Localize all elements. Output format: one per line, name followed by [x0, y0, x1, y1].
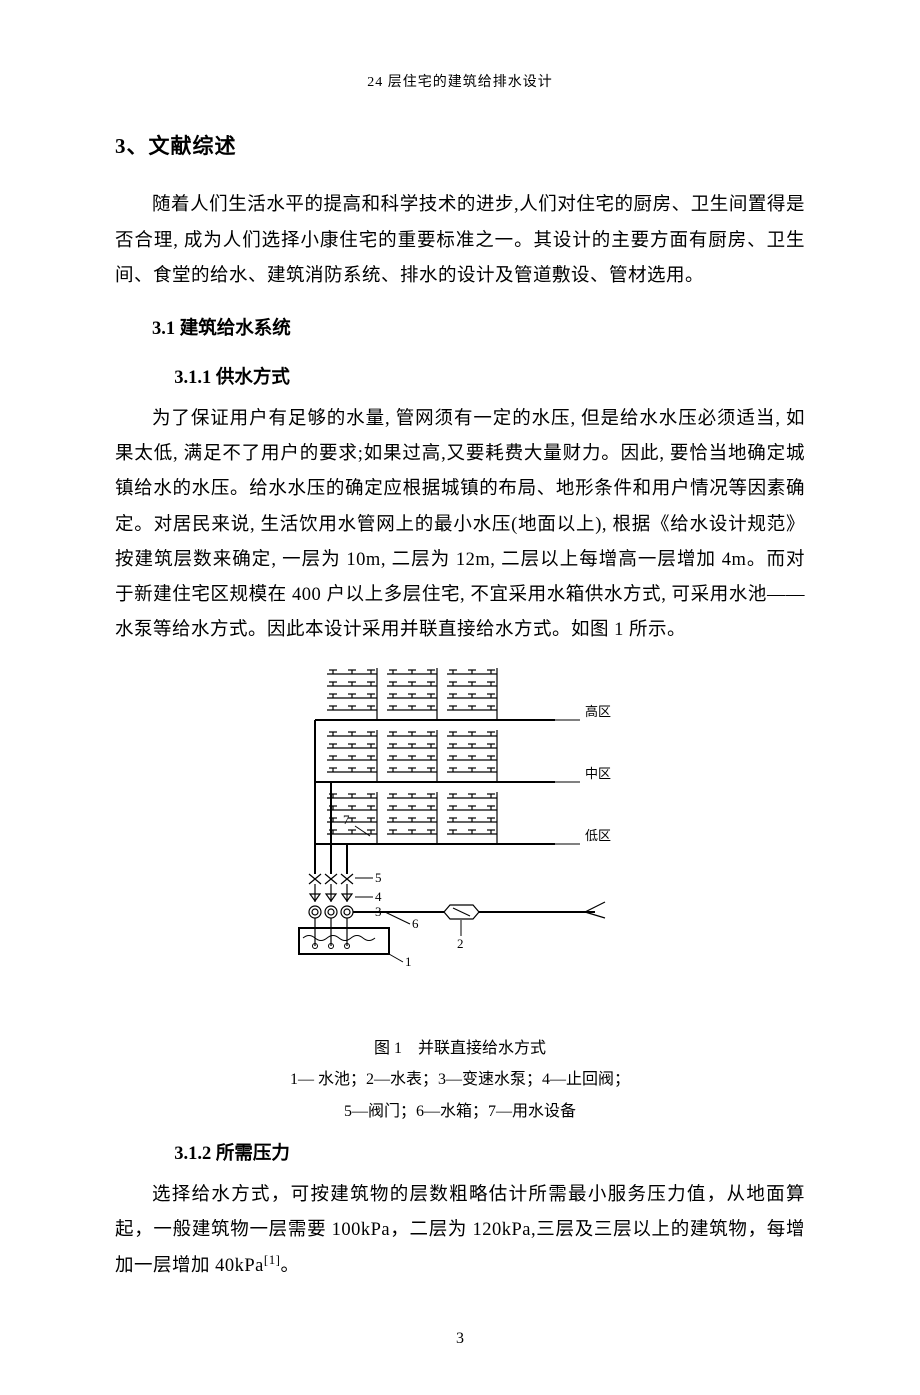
svg-text:2: 2	[457, 936, 464, 951]
figure-1-diagram: 高区中区低区7543621	[285, 666, 635, 1031]
heading-3-1-title: 建筑给水系统	[180, 319, 291, 339]
paragraph-3-1-2-body: 选择给水方式，可按建筑物的层数粗略估计所需最小服务压力值，从地面算起，一般建筑物…	[115, 1178, 805, 1285]
svg-text:1: 1	[405, 954, 412, 969]
svg-text:7: 7	[343, 812, 350, 827]
section-number: 3、	[115, 134, 149, 158]
figure-1-caption-title: 图 1 并联直接给水方式	[115, 1035, 805, 1062]
section-3-intro-paragraph: 随着人们生活水平的提高和科学技术的进步,人们对住宅的厨房、卫生间置得是否合理, …	[115, 188, 805, 293]
running-header: 24 层住宅的建筑给排水设计	[115, 70, 805, 97]
heading-3-1-2: 3.1.2 所需压力	[115, 1137, 805, 1172]
paragraph-3-1-1-body: 为了保证用户有足够的水量, 管网须有一定的水压, 但是给水水压必须适当, 如果太…	[115, 402, 805, 648]
figure-1-caption-line1: 1— 水池；2—水表；3—变速水泵；4—止回阀；	[115, 1066, 805, 1093]
heading-3-1-1-title: 供水方式	[216, 368, 290, 388]
heading-3-1: 3.1 建筑给水系统	[115, 312, 805, 347]
heading-3-1-number: 3.1	[152, 319, 175, 339]
heading-3-1-1-number: 3.1.1	[174, 368, 211, 388]
svg-text:中区: 中区	[585, 766, 611, 781]
figure-1-caption-line2: 5—阀门；6—水箱；7—用水设备	[115, 1098, 805, 1125]
heading-3-1-2-title: 所需压力	[216, 1144, 290, 1164]
section-3-heading: 3、文献综述	[115, 127, 805, 167]
svg-text:4: 4	[375, 889, 382, 904]
figure-1: 高区中区低区7543621 图 1 并联直接给水方式 1— 水池；2—水表；3—…	[115, 666, 805, 1125]
section-title: 文献综述	[149, 134, 237, 158]
page-number: 3	[115, 1324, 805, 1354]
svg-text:高区: 高区	[585, 704, 611, 719]
svg-text:低区: 低区	[585, 828, 611, 843]
heading-3-1-2-number: 3.1.2	[174, 1144, 211, 1164]
svg-text:6: 6	[412, 916, 419, 931]
svg-text:5: 5	[375, 870, 382, 885]
heading-3-1-1: 3.1.1 供水方式	[115, 361, 805, 396]
